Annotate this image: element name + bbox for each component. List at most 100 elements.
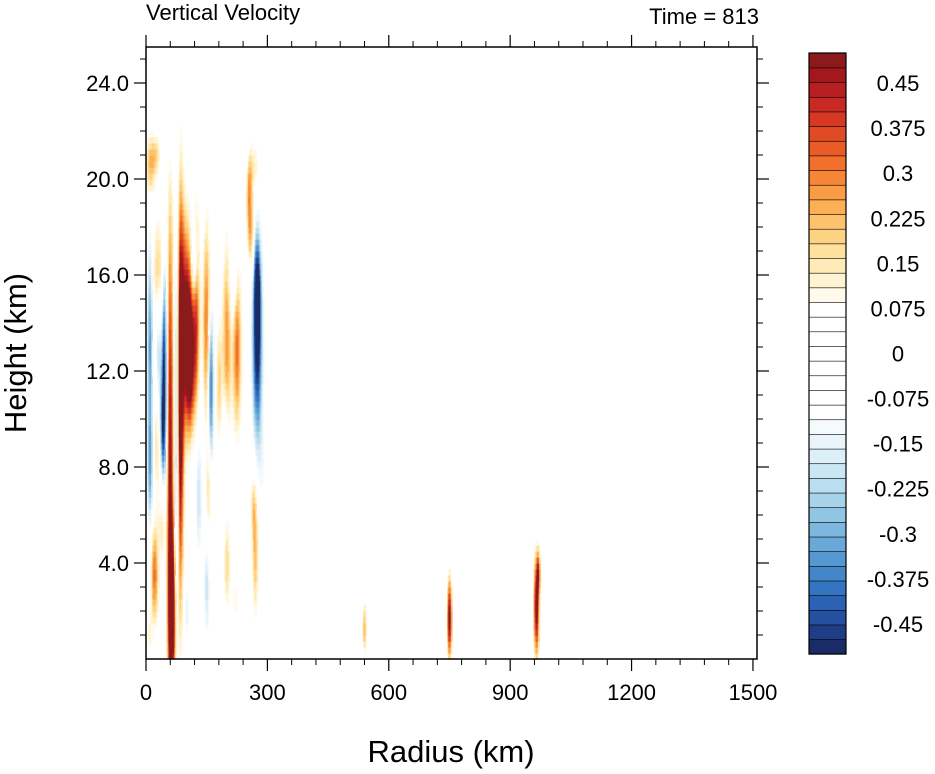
field-cell [230,371,233,378]
field-cell [165,551,168,558]
field-cell [158,149,160,156]
field-cell [177,587,180,594]
field-cell [229,341,232,348]
field-cell [146,155,148,162]
field-cell [178,425,184,432]
field-cell [175,281,177,288]
field-cell [228,323,231,330]
field-cell [159,395,162,402]
field-cell [224,401,227,408]
field-cell [171,311,174,318]
field-cell [181,497,184,504]
field-cell [148,263,151,270]
field-cell [167,449,170,456]
field-cell [222,293,225,300]
field-cell [183,407,186,414]
field-cell [200,479,203,486]
field-cell [158,587,160,594]
field-cell [254,341,256,348]
field-cell [169,203,173,210]
field-cell [196,311,199,318]
field-cell [164,449,167,456]
field-cell [159,419,162,426]
field-cell [261,359,264,366]
colorbar-swatch [808,155,847,171]
field-cell [228,287,231,294]
field-cell [148,317,151,324]
field-cell [179,551,182,558]
field-cell [206,371,209,378]
field-cell [247,233,250,240]
field-cell [534,563,537,570]
field-cell [167,401,170,408]
field-cell [261,437,264,444]
field-cell [164,413,167,420]
field-cell [155,245,160,252]
field-cell [238,425,241,432]
field-cell [179,527,182,534]
field-cell [178,209,181,216]
field-cell [226,383,230,390]
field-cell [175,455,177,462]
field-cell [255,509,258,516]
field-cell [250,335,253,342]
field-cell [239,347,242,354]
field-cell [160,341,163,348]
field-cell [186,239,188,246]
field-cell [178,155,181,162]
field-cell [172,527,175,534]
field-cell [167,335,170,342]
field-cell [175,407,177,414]
field-cell [204,593,207,600]
field-cell [158,383,160,390]
field-cell [158,287,162,294]
field-cell [212,419,215,426]
field-cell [171,407,174,414]
field-cell [207,581,210,588]
field-cell [235,329,239,336]
field-cell [184,401,187,408]
field-cell [171,395,174,402]
field-cell [195,353,198,360]
field-cell [167,647,170,654]
field-cell [196,407,199,414]
field-cell [172,365,175,372]
field-cell [258,341,261,348]
field-cell [179,575,182,582]
field-cell [177,473,180,480]
field-cell [238,311,241,318]
field-cell [193,323,197,330]
field-cell [211,413,214,420]
field-cell [165,413,168,420]
field-cell [227,323,230,330]
field-cell [167,611,170,618]
field-cell [199,527,202,534]
field-cell [261,365,264,372]
field-cell [167,437,170,444]
field-cell [183,473,186,480]
field-cell [162,317,167,324]
field-cell [234,317,237,324]
field-cell [149,431,152,438]
field-cell [535,575,538,582]
field-cell [200,323,203,330]
field-cell [250,203,253,210]
field-cell [203,245,205,252]
field-cell [150,395,153,402]
field-cell [164,305,167,312]
field-cell [539,617,542,624]
field-cell [229,359,232,366]
field-cell [448,623,452,630]
field-cell [255,311,261,318]
field-cell [226,353,230,360]
field-cell [255,515,258,522]
field-cell [226,341,230,348]
field-cell [165,611,168,618]
field-cell [179,563,182,570]
field-cell [200,485,203,492]
field-cell [155,479,159,486]
field-cell [155,467,159,474]
field-cell [251,221,254,228]
field-cell [205,353,208,360]
field-cell [169,287,173,294]
